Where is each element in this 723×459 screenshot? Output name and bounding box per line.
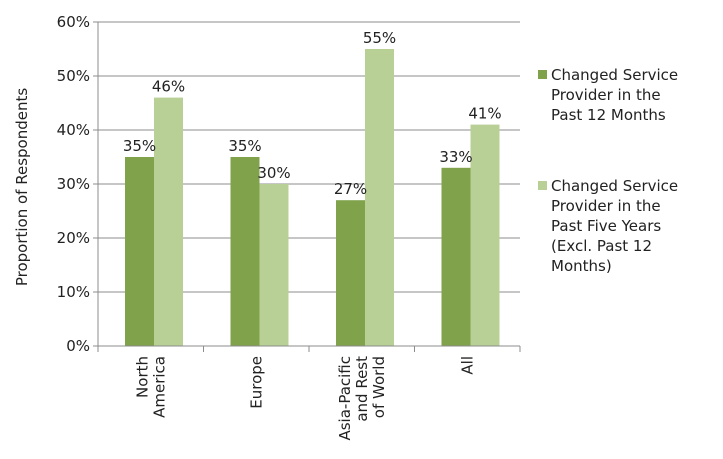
bar [230, 157, 260, 346]
legend-label-line: Months) [551, 257, 612, 275]
data-label: 35% [123, 137, 156, 155]
y-tick-label: 40% [57, 121, 90, 139]
data-label: 30% [257, 164, 290, 182]
y-tick-label: 20% [57, 229, 90, 247]
category-label: North America [133, 356, 168, 418]
data-label: 55% [363, 29, 396, 47]
category-label-line: and Rest [353, 356, 371, 422]
bar [470, 124, 500, 346]
y-axis-title: Proportion of Respondents [13, 88, 31, 287]
bars [125, 49, 500, 346]
y-tick-label: 60% [57, 13, 90, 31]
legend-label-line: Past 12 Months [551, 106, 666, 124]
y-tick-label: 30% [57, 175, 90, 193]
axes [93, 21, 521, 352]
y-tick-labels: 0% 10% 20% 30% 40% 50% 60% [57, 13, 90, 355]
category-labels: North America Europe Asia-Pacific and Rest of… [133, 356, 476, 441]
category-label-line: of World [370, 356, 388, 418]
category-label: Asia-Pacific and Rest of World [336, 356, 388, 441]
legend-label-line: Provider in the [551, 197, 661, 215]
bar [336, 200, 365, 346]
category-label: Europe [247, 356, 265, 409]
legend-swatch [538, 181, 547, 190]
bar [365, 49, 394, 346]
data-label: 41% [468, 105, 501, 123]
bar [125, 157, 154, 346]
legend-label-line: Provider in the [551, 86, 661, 104]
category-label-line: All [458, 356, 476, 375]
data-labels: 35% 35% 27% 33% 46% 30% 55% 41% [123, 29, 502, 198]
legend-swatch [538, 70, 547, 79]
bar [441, 167, 471, 346]
y-tick-label: 0% [66, 337, 90, 355]
category-label-line: Europe [247, 356, 265, 409]
data-label: 46% [152, 78, 185, 96]
data-label: 27% [334, 180, 367, 198]
legend-label-line: Changed Service [551, 177, 678, 195]
legend-label-line: Past Five Years [551, 217, 661, 235]
y-tick-label: 10% [57, 283, 90, 301]
legend-label-line: Changed Service [551, 66, 678, 84]
y-tick-label: 50% [57, 67, 90, 85]
bar [154, 97, 183, 346]
category-label-line: America [150, 356, 168, 418]
legend-label-line: (Excl. Past 12 [551, 237, 652, 255]
bar [259, 184, 289, 346]
data-label: 35% [228, 137, 261, 155]
category-label: All [458, 356, 476, 375]
category-label-line: Asia-Pacific [336, 356, 354, 441]
legend: Changed Service Provider in the Past 12 Mo… [538, 66, 678, 275]
data-label: 33% [439, 148, 472, 166]
category-label-line: North [133, 356, 151, 398]
